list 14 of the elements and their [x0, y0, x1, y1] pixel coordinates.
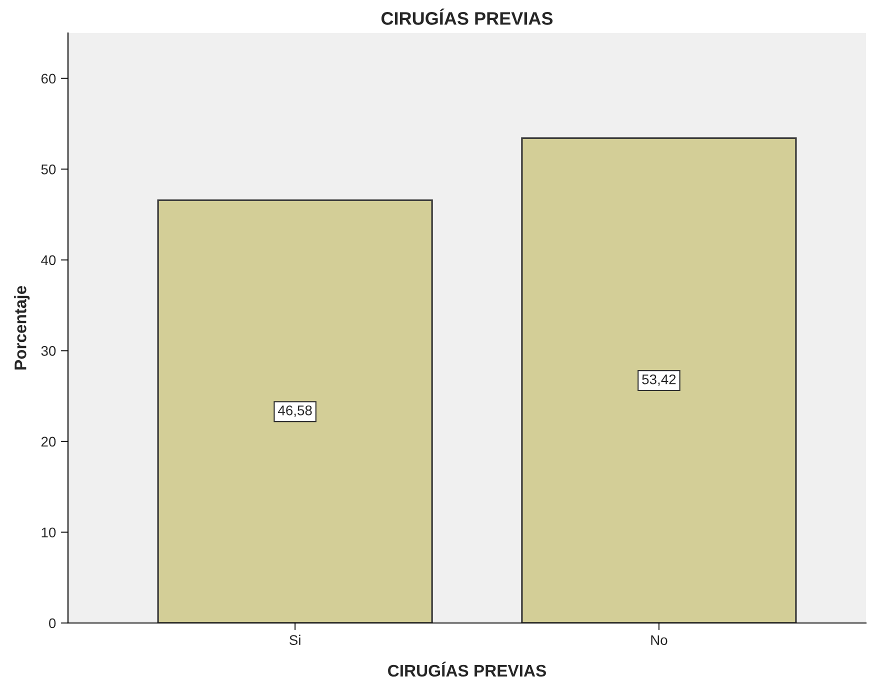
y-axis-title: Porcentaje	[14, 286, 30, 370]
y-tick-label: 60	[41, 74, 56, 84]
y-tick-label: 10	[42, 528, 56, 538]
x-axis-title: CIRUGÍAS PREVIAS	[388, 662, 546, 677]
chart-title: CIRUGÍAS PREVIAS	[381, 8, 553, 25]
y-tick-label: 0	[49, 618, 56, 628]
y-tick-label: 50	[41, 164, 56, 174]
y-tick-label: 30	[41, 346, 56, 356]
y-tick-label: 40	[41, 255, 56, 266]
x-tick-label: Si	[290, 634, 300, 646]
data-label: 46,58	[278, 405, 312, 417]
x-tick-label: No	[651, 635, 668, 646]
data-label: 53,42	[642, 374, 676, 386]
y-tick-label: 20	[41, 436, 56, 447]
